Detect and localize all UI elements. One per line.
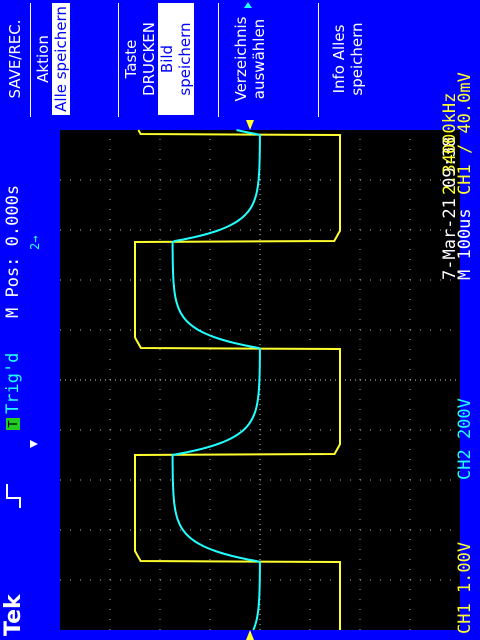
ch2-marker: 2→	[28, 236, 42, 250]
trigger-level-marker-2	[244, 2, 252, 8]
menu-directory-label: Verzeichnis auswählen	[232, 16, 268, 102]
menu-print-button[interactable]: Taste DRUCKEN Bild speichern	[122, 3, 194, 115]
menu-print-label: Taste DRUCKEN	[122, 22, 158, 96]
menu-action-value: Alle speichern	[52, 3, 70, 115]
menu-action-label: Aktion	[34, 35, 52, 83]
trigger-edge-icon	[6, 484, 21, 508]
ch2-scale: CH2 200V	[455, 398, 475, 480]
menu-divider	[218, 3, 219, 117]
menu-print-value: Bild speichern	[158, 3, 194, 115]
menu-info-button[interactable]: Info Alles speichern	[330, 3, 366, 115]
ch1-scale: CH1 1.00V	[455, 541, 475, 634]
waveforms	[134, 129, 341, 631]
menu-divider	[118, 3, 119, 117]
trigger-position-marker	[30, 440, 38, 448]
menu-action-button[interactable]: Aktion Alle speichern	[34, 3, 70, 115]
menu-info-label: Info Alles speichern	[330, 22, 366, 96]
trigger-frequency: 2.34000kHz	[440, 92, 460, 195]
menu-directory-button[interactable]: Verzeichnis auswählen	[232, 3, 268, 115]
trigger-level-marker	[246, 120, 254, 130]
menu-divider	[318, 3, 319, 117]
menu-divider	[30, 3, 31, 117]
waveform-ch2	[171, 129, 261, 631]
ch1-marker	[246, 630, 254, 640]
waveform-ch1	[134, 129, 341, 630]
menu-title: SAVE/REC.	[6, 19, 24, 99]
